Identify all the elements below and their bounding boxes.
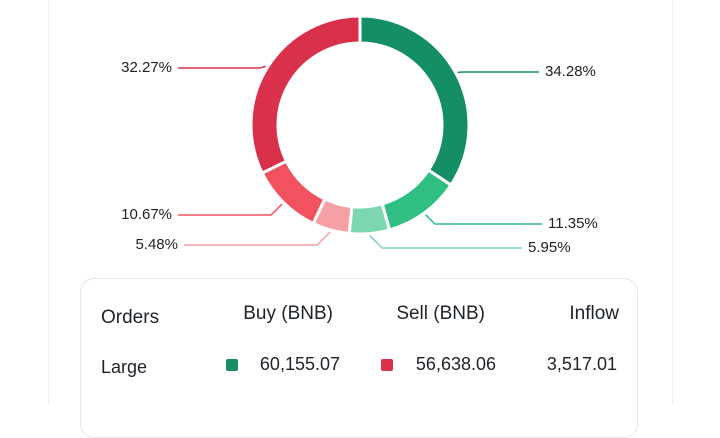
column-header: Sell (BNB)	[396, 303, 485, 325]
slice-label: 32.27%	[121, 59, 172, 76]
leader-line	[425, 215, 542, 224]
donut-slice	[382, 170, 451, 230]
column-header: Buy (BNB)	[243, 303, 333, 325]
cell-value: 60,155.07	[260, 354, 340, 375]
leader-line	[178, 66, 266, 68]
sell-swatch	[381, 359, 393, 371]
slice-label: 11.35%	[548, 215, 598, 232]
cell-value: 56,638.06	[416, 354, 496, 375]
slice-label: 5.48%	[135, 236, 178, 253]
slice-label: 10.67%	[121, 206, 172, 223]
slice-label: 5.95%	[528, 239, 571, 256]
donut-slice	[360, 16, 469, 185]
column-header: Inflow	[569, 303, 619, 325]
donut-slice	[251, 16, 360, 173]
leader-line	[178, 204, 282, 215]
slice-label: 34.28%	[545, 63, 596, 80]
leader-line	[370, 236, 522, 248]
donut-slice	[349, 204, 389, 234]
donut-chart: 34.28% 11.35% 5.95% 5.48% 10.67% 32.27%	[0, 0, 720, 270]
row-label: Large	[101, 357, 147, 378]
buy-swatch	[226, 359, 238, 371]
screen: 34.28% 11.35% 5.95% 5.48% 10.67% 32.27% Order…	[0, 0, 720, 404]
leader-line	[184, 232, 330, 245]
orders-table: Orders Buy (BNB) Sell (BNB) Inflow Large…	[80, 278, 638, 438]
column-header: Orders	[101, 307, 159, 329]
cell-value: 3,517.01	[547, 354, 617, 375]
